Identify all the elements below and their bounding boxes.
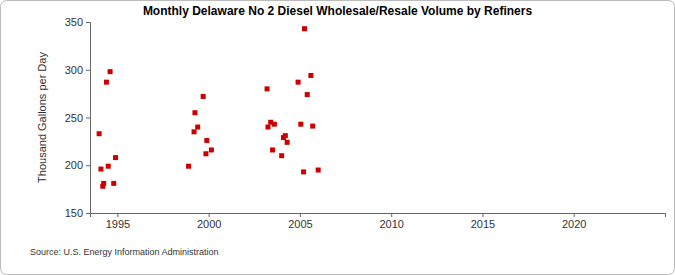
tick-mark: [209, 213, 210, 217]
tick: 350: [65, 16, 90, 28]
point: [101, 181, 106, 186]
point: [265, 125, 270, 130]
tick-mark: [117, 213, 118, 217]
point: [265, 86, 270, 91]
point: [108, 69, 113, 74]
tick-mark: [482, 213, 483, 217]
point: [302, 26, 307, 31]
tick: 2005: [288, 213, 312, 230]
tick-label: 250: [65, 112, 83, 124]
tick: 250: [65, 112, 90, 124]
point: [283, 133, 288, 138]
point: [316, 168, 321, 173]
point: [305, 92, 310, 97]
point: [98, 167, 103, 172]
point: [192, 129, 197, 134]
y-axis: 150 200 250 300 350: [65, 16, 91, 219]
tick-label: 150: [65, 207, 83, 219]
title: Monthly Delaware No 2 Diesel Wholesale/R…: [143, 4, 533, 18]
tick-label: 1995: [106, 218, 130, 230]
x-axis: 1995 2000 2005 2010 2015 2020: [91, 213, 666, 230]
tick: 300: [65, 64, 90, 76]
point: [310, 124, 315, 129]
tick-mark: [86, 70, 90, 71]
tick: 2010: [379, 213, 403, 230]
tick-label: 300: [65, 64, 83, 76]
tick-label: 2015: [471, 218, 495, 230]
point: [296, 80, 301, 85]
point: [192, 110, 197, 115]
tick-label: 200: [65, 159, 83, 171]
point: [270, 147, 275, 152]
point: [285, 140, 290, 145]
plot: 1995 2000 2005 2010 2015 2020 150 200 250 300 350: [65, 16, 666, 230]
y-axis-title: Thousand Gallons per Day: [36, 52, 48, 183]
point: [186, 164, 191, 169]
point: [97, 131, 102, 136]
tick-label: 2000: [197, 218, 221, 230]
tick-mark: [574, 213, 575, 217]
tick-mark: [391, 213, 392, 217]
frame: [1, 1, 675, 275]
tick: 200: [65, 159, 90, 171]
tick-label: 2005: [288, 218, 312, 230]
point: [104, 80, 109, 85]
tick-label: 2010: [379, 218, 403, 230]
tick-mark: [86, 165, 90, 166]
tick-label: 2020: [562, 218, 586, 230]
tick: 2015: [471, 213, 495, 230]
point: [106, 164, 111, 169]
tick-mark: [86, 213, 90, 214]
tick-mark: [86, 118, 90, 119]
axis-line: [86, 23, 91, 214]
point: [308, 73, 313, 78]
point: [111, 181, 116, 186]
tick-mark: [86, 22, 90, 23]
point: [279, 153, 284, 158]
point: [209, 147, 214, 152]
source: Source: U.S. Energy Information Administ…: [30, 247, 219, 257]
tick: 1995: [106, 213, 130, 230]
point: [113, 155, 118, 160]
point: [195, 125, 200, 130]
tick: 150: [65, 207, 90, 219]
point: [298, 122, 303, 127]
tick-label: 350: [65, 16, 83, 28]
axis-line: [91, 214, 666, 218]
point: [203, 151, 208, 156]
point: [204, 138, 209, 143]
tick: 2000: [197, 213, 221, 230]
tick: 2020: [562, 213, 586, 230]
point: [301, 169, 306, 174]
point: [201, 94, 206, 99]
tick-mark: [300, 213, 301, 217]
points: [97, 26, 321, 189]
point: [272, 122, 277, 127]
chart: Monthly Delaware No 2 Diesel Wholesale/R…: [0, 0, 675, 275]
